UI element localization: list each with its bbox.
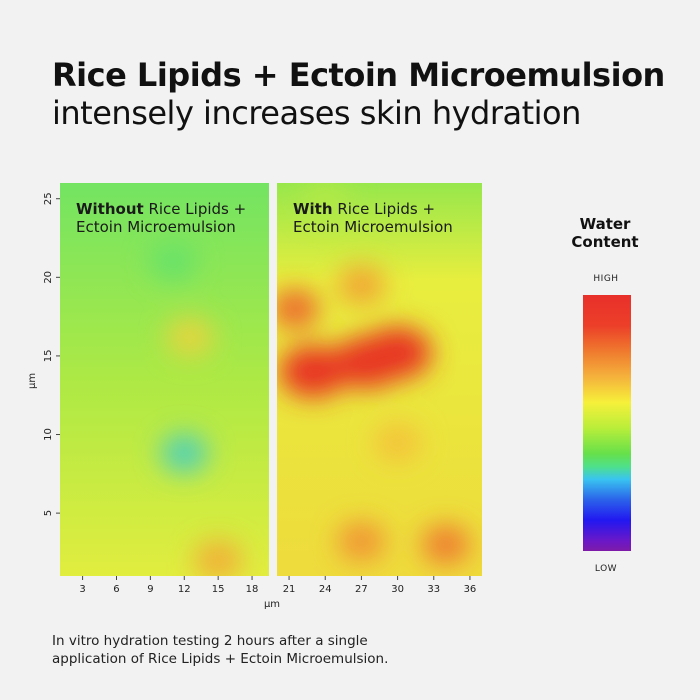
heatmap-hotspot-left-1	[165, 317, 214, 358]
x-axis-label: µm	[264, 599, 280, 610]
panel-label-with-bold: With	[293, 200, 333, 218]
x-tick-label: 27	[355, 584, 368, 595]
heatmap-hotspot-left-3	[148, 241, 197, 282]
footnote-line1: In vitro hydration testing 2 hours after…	[52, 633, 368, 649]
heatmap-hotspot-right-3	[277, 288, 320, 329]
panel-label-without-rest: Rice Lipids +	[143, 200, 247, 218]
y-tick-label: 15	[43, 350, 54, 363]
legend-high-label: HIGH	[593, 274, 619, 284]
panel-label-with-rest: Rice Lipids +	[332, 200, 436, 218]
x-tick-label: 30	[391, 584, 404, 595]
heatmap-hotspot-right-6	[337, 521, 386, 562]
legend-low-label: LOW	[594, 564, 618, 574]
x-tick-label: 24	[319, 584, 332, 595]
legend-title-line2: Content	[571, 233, 639, 251]
heatmap-hotspot-left-2	[194, 540, 243, 576]
x-tick-label: 18	[246, 584, 259, 595]
legend-title: Water Content	[560, 215, 650, 251]
x-tick-label: 6	[113, 584, 119, 595]
panel-label-without-line2: Ectoin Microemulsion	[76, 218, 236, 236]
footnote: In vitro hydration testing 2 hours after…	[52, 632, 388, 668]
water-content-colorbar	[583, 295, 631, 551]
panel-label-without: Without Rice Lipids + Ectoin Microemulsi…	[76, 200, 246, 236]
footnote-line2: application of Rice Lipids + Ectoin Micr…	[52, 651, 389, 667]
headline-title: Rice Lipids + Ectoin Microemulsion	[52, 56, 665, 94]
y-axis-label: µm	[27, 373, 38, 389]
heatmap-hotspot-right-8	[301, 183, 350, 219]
heatmap-hotspot-right-5	[421, 524, 470, 565]
heatmap-panel-left	[60, 183, 269, 576]
y-tick-label: 5	[43, 510, 54, 516]
headline-subtitle: intensely increases skin hydration	[52, 94, 581, 132]
legend-title-line1: Water	[579, 215, 631, 233]
y-tick-label: 10	[43, 428, 54, 441]
x-tick-label: 33	[427, 584, 440, 595]
x-tick-label: 3	[79, 584, 85, 595]
heatmap-base-left	[60, 183, 269, 576]
panel-label-with-line2: Ectoin Microemulsion	[293, 218, 453, 236]
heatmap-hotspot-right-0	[279, 345, 348, 398]
heatmap-hotspot-left-0	[160, 433, 209, 474]
x-tick-label: 36	[464, 584, 477, 595]
heatmap-hotspot-right-4	[337, 265, 386, 306]
y-tick-label: 20	[43, 271, 54, 284]
panel-label-with: With Rice Lipids + Ectoin Microemulsion	[293, 200, 453, 236]
heatmap-hotspot-right-7	[373, 422, 422, 463]
x-tick-label: 21	[283, 584, 296, 595]
heatmap-hotspot-right-2	[363, 326, 432, 379]
x-tick-label: 9	[147, 584, 153, 595]
x-tick-label: 15	[212, 584, 225, 595]
panel-label-without-bold: Without	[76, 200, 144, 218]
x-tick-label: 12	[178, 584, 191, 595]
heatmap-panel-right	[277, 183, 482, 576]
y-tick-label: 25	[43, 192, 54, 205]
